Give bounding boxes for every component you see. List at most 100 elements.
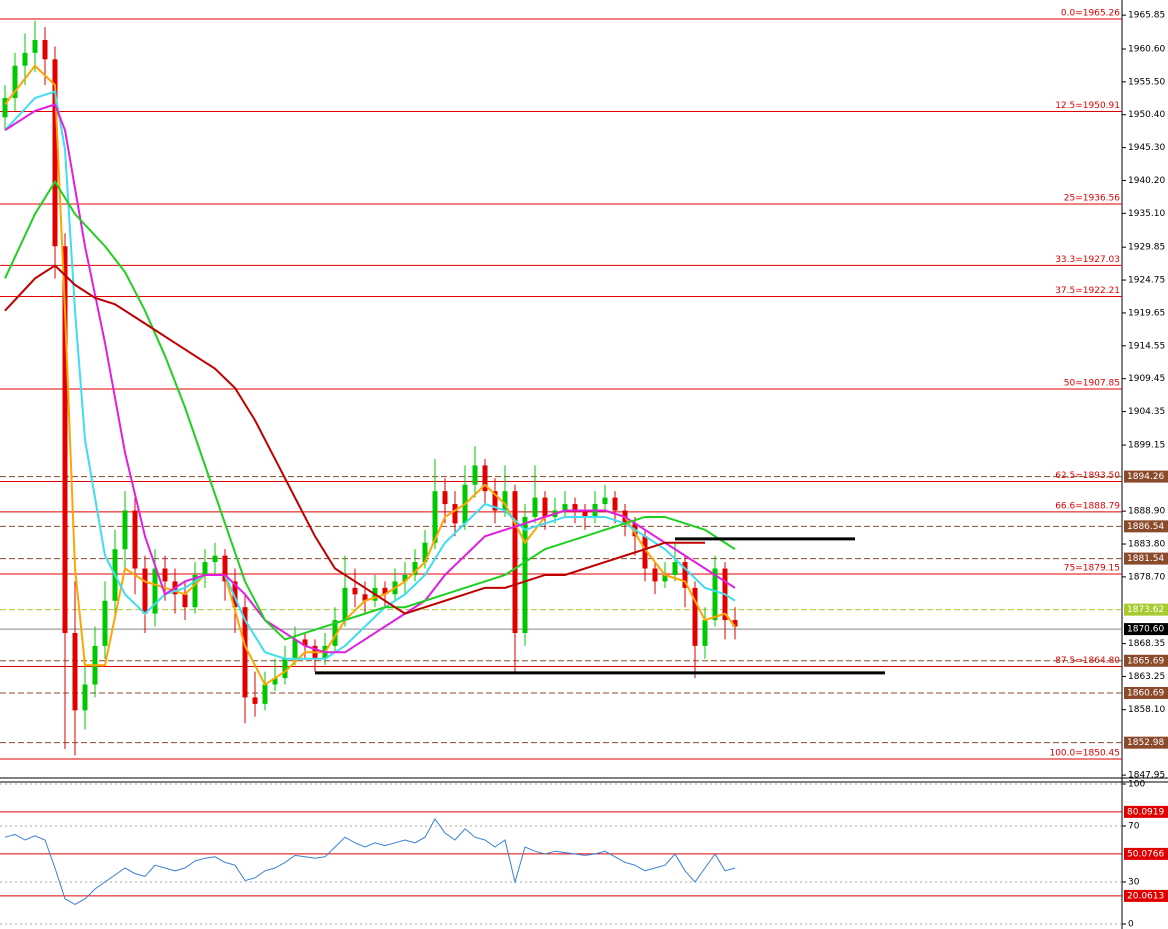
fib-label: 100.0=1850.45: [1049, 748, 1120, 758]
candle-body: [662, 574, 668, 582]
candle-body: [562, 504, 568, 511]
candle-body: [692, 587, 698, 646]
fib-label: 75=1879.15: [1064, 563, 1120, 573]
price-label: 1865.69: [1127, 656, 1164, 666]
candle-body: [22, 52, 28, 66]
level-label: 80.0919: [1127, 807, 1164, 817]
y-tick-label: 1929.85: [1128, 243, 1165, 253]
y-tick-label: 70: [1128, 822, 1140, 832]
price-label-box: [1124, 736, 1168, 749]
candle-body: [62, 246, 68, 633]
y-tick-label: 100: [1128, 780, 1145, 790]
fib-label: 37.5=1922.21: [1055, 286, 1120, 296]
price-label-box: [1124, 686, 1168, 699]
candle-body: [142, 568, 148, 614]
fib-label: 87.5=1864.80: [1055, 656, 1120, 666]
fib-label: 12.5=1950.91: [1055, 101, 1120, 111]
candle-body: [72, 632, 78, 711]
y-tick-label: 1955.50: [1128, 77, 1165, 87]
candle-body: [402, 574, 408, 582]
indicator-line: [4, 818, 736, 905]
level-label-box: [1124, 847, 1168, 860]
candle-body: [152, 568, 158, 614]
y-tick-label: 1883.80: [1128, 540, 1165, 550]
moving-average-line: [4, 90, 736, 660]
price-label-box: [1124, 603, 1168, 616]
level-label-box: [1124, 889, 1168, 902]
y-tick-label: 1950.40: [1128, 110, 1165, 120]
candle-body: [442, 491, 448, 505]
candle-body: [262, 684, 268, 704]
candle-body: [532, 497, 538, 517]
fib-label: 66.6=1888.79: [1055, 501, 1120, 511]
level-label-box: [1124, 805, 1168, 818]
candle-body: [512, 491, 518, 633]
candle-body: [522, 516, 528, 633]
candle-body: [332, 620, 338, 646]
candle-body: [652, 568, 658, 582]
y-tick-label: 1940.20: [1128, 176, 1165, 186]
fib-label: 0.0=1965.26: [1061, 8, 1120, 18]
y-tick-label: 1960.60: [1128, 44, 1165, 54]
candle-body: [42, 39, 48, 60]
candle-body: [102, 600, 108, 646]
moving-average-line: [4, 179, 736, 641]
price-label: 1886.54: [1127, 522, 1164, 532]
candle-body: [292, 639, 298, 659]
price-label: 1860.69: [1127, 688, 1164, 698]
y-tick-label: 1847.95: [1128, 771, 1165, 781]
candle-body: [572, 504, 578, 511]
y-tick-label: 1899.15: [1128, 441, 1165, 451]
y-tick-label: 1888.90: [1128, 507, 1165, 517]
candle-body: [472, 465, 478, 485]
moving-average-line: [4, 103, 736, 654]
candle-body: [82, 684, 88, 711]
candle-body: [202, 562, 208, 575]
level-label: 20.0613: [1127, 891, 1164, 901]
candle-body: [602, 497, 608, 505]
fib-label: 50=1907.85: [1064, 379, 1120, 389]
candle-body: [732, 620, 738, 627]
y-tick-label: 1863.25: [1128, 672, 1165, 682]
price-label: 1894.26: [1127, 472, 1164, 482]
level-label: 50.0766: [1127, 849, 1164, 859]
y-tick-label: 1914.55: [1128, 341, 1165, 351]
y-tick-label: 1945.30: [1128, 143, 1165, 153]
price-label: 1870.60: [1127, 625, 1164, 635]
price-label-box: [1124, 552, 1168, 565]
candle-body: [612, 497, 618, 511]
candle-body: [382, 587, 388, 595]
candle-body: [182, 594, 188, 608]
candle-body: [412, 562, 418, 575]
candle-body: [212, 555, 218, 563]
price-label-box: [1124, 470, 1168, 483]
y-tick-label: 1919.65: [1128, 308, 1165, 318]
candle-body: [432, 491, 438, 543]
candle-body: [542, 497, 548, 517]
fib-label: 25=1936.56: [1064, 193, 1120, 203]
y-tick-label: 1858.10: [1128, 705, 1165, 715]
candle-body: [642, 536, 648, 569]
price-label: 1881.54: [1127, 554, 1164, 564]
moving-average-line: [4, 264, 705, 615]
candle-body: [582, 510, 588, 517]
candle-body: [222, 555, 228, 582]
candle-body: [132, 510, 138, 569]
candle-body: [282, 658, 288, 679]
candle-body: [242, 607, 248, 698]
candle-body: [492, 491, 498, 511]
candle-body: [712, 568, 718, 621]
price-label-box: [1124, 654, 1168, 667]
candle-body: [702, 620, 708, 646]
price-label: 1873.62: [1127, 605, 1164, 615]
y-tick-label: 30: [1128, 878, 1140, 888]
y-tick-label: 1935.10: [1128, 209, 1165, 219]
candle-body: [342, 587, 348, 621]
y-tick-label: 1909.45: [1128, 374, 1165, 384]
candle-body: [422, 542, 428, 563]
candle-body: [162, 568, 168, 582]
candle-body: [122, 510, 128, 550]
candle-body: [302, 639, 308, 646]
